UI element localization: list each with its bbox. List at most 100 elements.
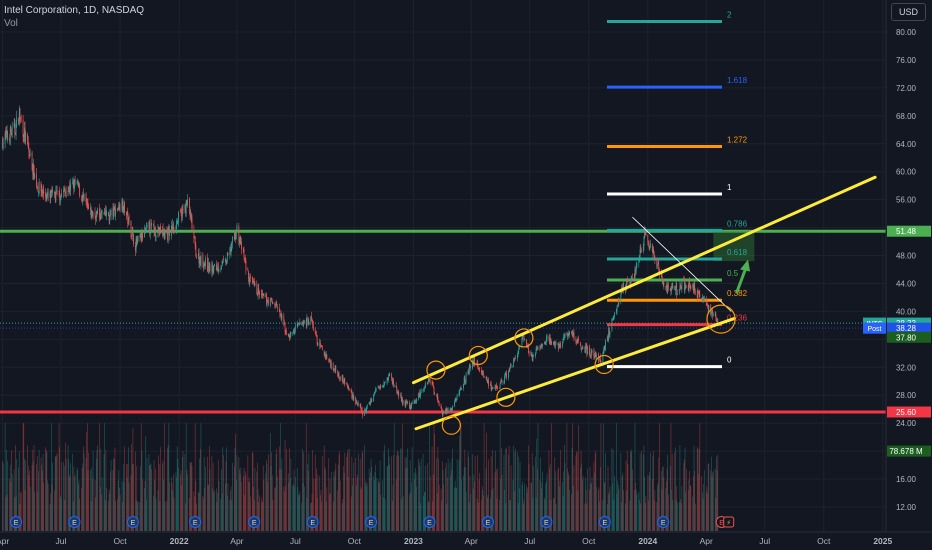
earnings-marker[interactable] xyxy=(598,516,611,528)
volume-bar xyxy=(533,465,534,531)
volume-bar xyxy=(379,460,381,531)
candle-body xyxy=(445,408,446,414)
candle-body xyxy=(649,248,651,250)
earnings-marker[interactable] xyxy=(423,516,436,528)
candle-body xyxy=(31,152,33,170)
volume-bar xyxy=(190,461,192,531)
candle-body xyxy=(555,342,557,343)
candle-body xyxy=(67,190,69,196)
volume-bar xyxy=(189,498,190,531)
volume-bar xyxy=(117,499,118,531)
volume-bar xyxy=(711,456,712,531)
volume-bar xyxy=(68,476,70,531)
earnings-marker[interactable] xyxy=(68,516,81,528)
volume-bar xyxy=(238,457,240,531)
candle-body xyxy=(554,342,556,347)
candle-body xyxy=(23,134,25,139)
dividend-marker[interactable] xyxy=(723,516,735,528)
volume-bar xyxy=(501,474,503,531)
currency-button[interactable]: USD xyxy=(891,3,926,21)
earnings-marker[interactable] xyxy=(10,516,23,528)
candle-body xyxy=(68,186,70,191)
volume-bar xyxy=(545,483,547,531)
volume-bar xyxy=(257,462,258,531)
earnings-marker[interactable] xyxy=(540,516,553,528)
candle-body xyxy=(609,331,611,335)
volume-bar xyxy=(72,453,73,531)
earnings-marker-label: E xyxy=(661,520,666,527)
volume-bar xyxy=(153,460,155,531)
volume-bar xyxy=(405,468,407,531)
volume-bar xyxy=(99,486,101,531)
candle-body xyxy=(144,230,146,233)
candle-body xyxy=(521,337,523,345)
volume-bar xyxy=(441,500,443,531)
candle-body xyxy=(42,190,44,194)
volume-bar xyxy=(266,460,267,531)
candle-body xyxy=(563,336,565,338)
earnings-marker[interactable] xyxy=(126,516,139,528)
volume-bar xyxy=(285,449,287,531)
channel-upper-line xyxy=(411,175,877,385)
candle-body xyxy=(167,231,168,240)
volume-bar xyxy=(329,494,330,531)
volume-bar xyxy=(546,481,547,531)
volume-bar xyxy=(222,447,224,531)
volume-bar xyxy=(364,445,366,531)
volume-bar xyxy=(63,461,64,531)
volume-bar xyxy=(669,465,671,531)
earnings-marker[interactable] xyxy=(248,516,261,528)
volume-bar xyxy=(409,460,411,531)
candle-body xyxy=(449,409,451,411)
volume-bar xyxy=(317,474,319,531)
volume-bar xyxy=(83,446,84,531)
volume-bar xyxy=(698,474,699,531)
volume-bar xyxy=(167,448,168,531)
volume-bar xyxy=(433,423,435,531)
volume-bar xyxy=(275,454,277,531)
volume-bar xyxy=(142,479,143,531)
price-tick-label: 40.00 xyxy=(896,307,917,316)
volume-bar xyxy=(67,445,69,531)
candle-body xyxy=(351,392,353,398)
volume-bar xyxy=(528,464,530,531)
volume-bar xyxy=(563,444,565,531)
volume-bar xyxy=(220,499,222,531)
volume-bar xyxy=(510,500,511,531)
volume-bar xyxy=(388,456,390,531)
volume-bar xyxy=(473,474,475,531)
volume-bar xyxy=(213,492,215,531)
earnings-marker[interactable] xyxy=(481,516,494,528)
volume-bar xyxy=(320,489,322,531)
volume-bar xyxy=(31,464,33,531)
earnings-marker[interactable] xyxy=(306,516,319,528)
candle-body xyxy=(110,213,111,215)
candle-body xyxy=(464,378,466,382)
volume-bar xyxy=(433,474,434,531)
earnings-marker[interactable] xyxy=(657,516,670,528)
volume-bar xyxy=(302,482,304,531)
candle-body xyxy=(473,356,475,365)
candle-body xyxy=(69,190,71,192)
candle-body xyxy=(585,346,586,353)
volume-bar xyxy=(180,470,182,531)
volume-bar xyxy=(181,456,183,531)
candle-body xyxy=(678,288,680,294)
volume-bar xyxy=(420,458,422,531)
volume-bar xyxy=(388,448,389,531)
breakout-arrow-head xyxy=(740,259,751,272)
candle-body xyxy=(199,257,201,264)
candle-body xyxy=(303,320,305,324)
candle-body xyxy=(562,343,563,347)
earnings-marker[interactable] xyxy=(189,516,202,528)
earnings-marker[interactable] xyxy=(365,516,378,528)
volume-bar xyxy=(370,459,372,531)
volume-bar xyxy=(86,431,88,531)
candle-body xyxy=(373,393,375,395)
candle-body xyxy=(577,338,579,342)
volume-bar xyxy=(212,488,213,531)
price-axis-background xyxy=(886,0,932,550)
candle-body xyxy=(46,194,48,200)
volume-bar xyxy=(717,454,719,531)
